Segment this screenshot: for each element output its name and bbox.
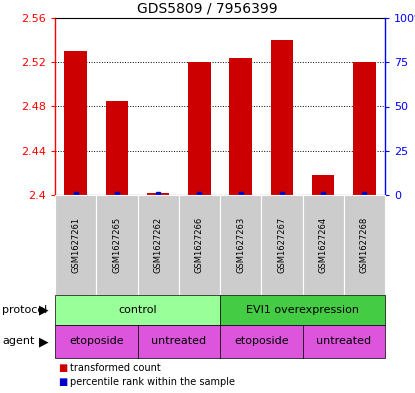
Text: ■: ■ bbox=[58, 377, 67, 387]
Text: ▶: ▶ bbox=[39, 335, 49, 348]
Text: GDS5809 / 7956399: GDS5809 / 7956399 bbox=[137, 2, 278, 16]
Text: protocol: protocol bbox=[2, 305, 47, 315]
Text: GSM1627262: GSM1627262 bbox=[154, 217, 163, 273]
Text: GSM1627264: GSM1627264 bbox=[319, 217, 327, 273]
Bar bbox=[147, 193, 169, 195]
Text: untreated: untreated bbox=[151, 336, 206, 347]
Text: GSM1627266: GSM1627266 bbox=[195, 217, 204, 273]
Text: ▶: ▶ bbox=[39, 303, 49, 316]
Bar bbox=[229, 58, 252, 195]
Bar bbox=[312, 175, 334, 195]
Text: ■: ■ bbox=[58, 363, 67, 373]
Text: GSM1627261: GSM1627261 bbox=[71, 217, 80, 273]
Text: percentile rank within the sample: percentile rank within the sample bbox=[70, 377, 235, 387]
Bar bbox=[271, 40, 293, 195]
Text: GSM1627268: GSM1627268 bbox=[360, 217, 369, 273]
Text: GSM1627267: GSM1627267 bbox=[277, 217, 286, 273]
Text: GSM1627265: GSM1627265 bbox=[112, 217, 121, 273]
Text: untreated: untreated bbox=[316, 336, 371, 347]
Text: transformed count: transformed count bbox=[70, 363, 161, 373]
Bar bbox=[105, 101, 128, 195]
Text: etoposide: etoposide bbox=[234, 336, 288, 347]
Text: control: control bbox=[118, 305, 157, 315]
Bar bbox=[353, 62, 376, 195]
Bar bbox=[64, 51, 87, 195]
Text: EVI1 overexpression: EVI1 overexpression bbox=[246, 305, 359, 315]
Text: agent: agent bbox=[2, 336, 34, 347]
Bar bbox=[188, 62, 211, 195]
Text: GSM1627263: GSM1627263 bbox=[236, 217, 245, 273]
Text: etoposide: etoposide bbox=[69, 336, 124, 347]
